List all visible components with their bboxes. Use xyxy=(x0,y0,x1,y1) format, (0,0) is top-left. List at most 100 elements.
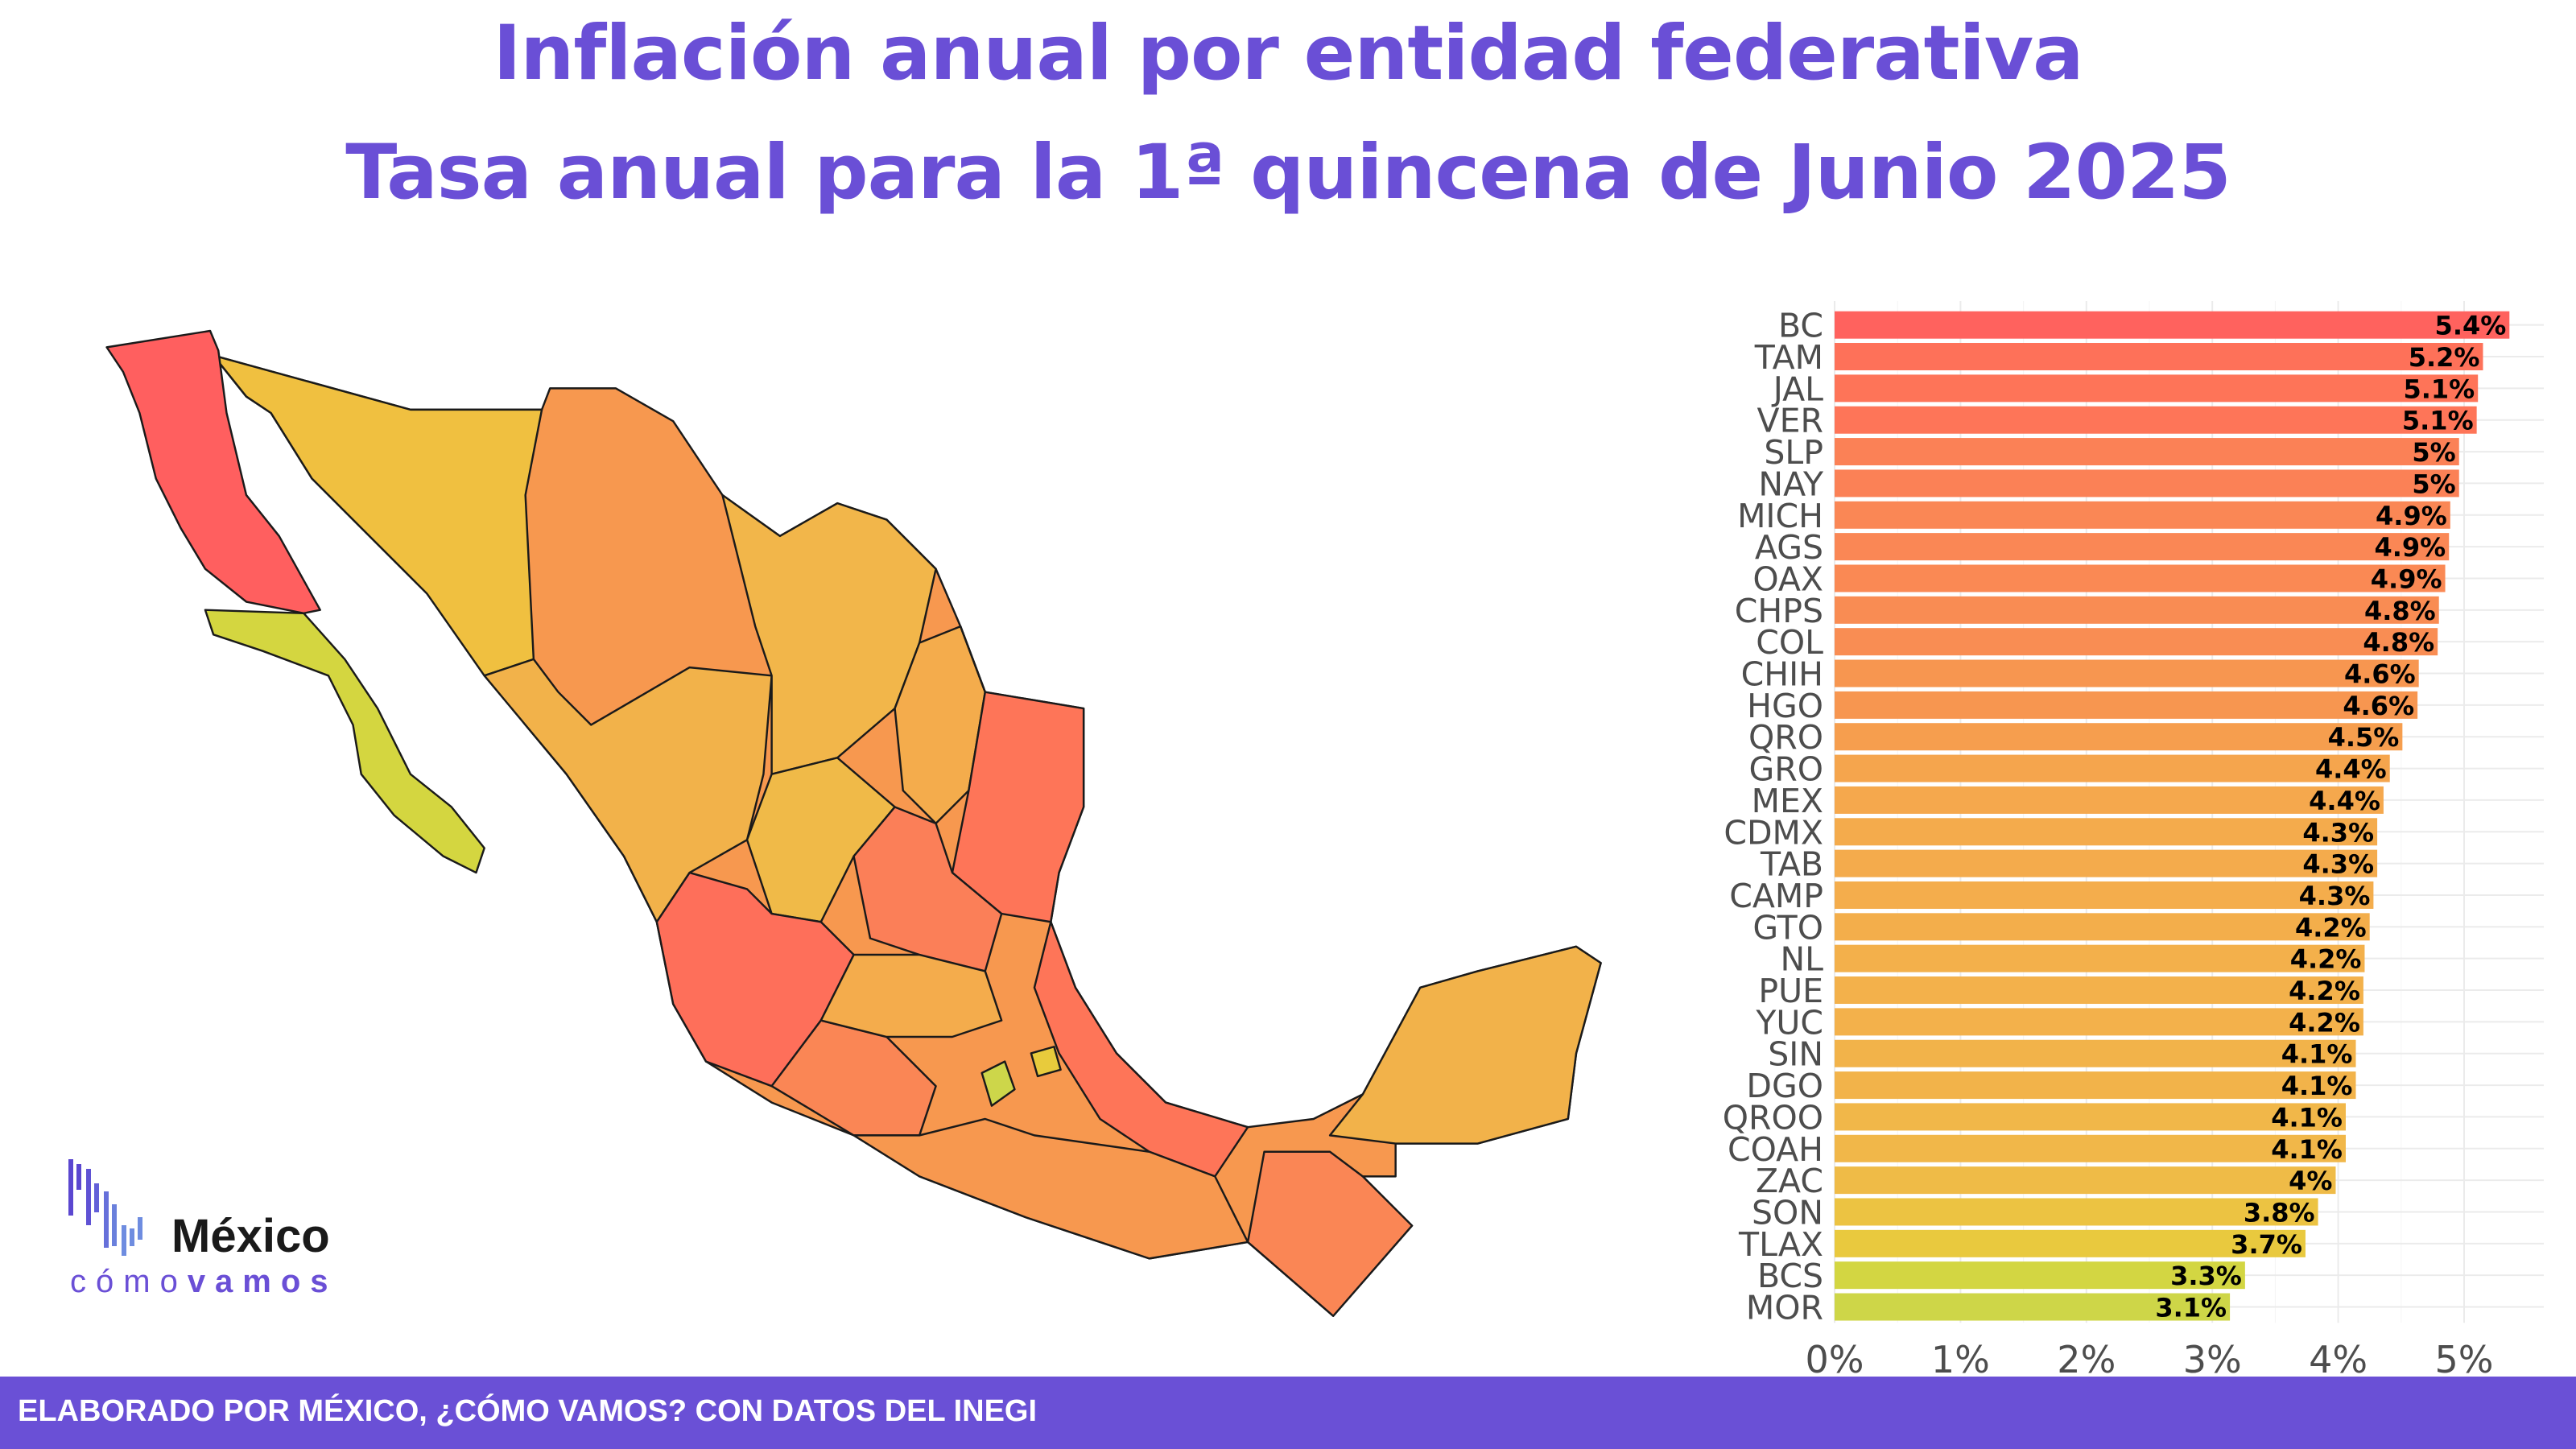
value-label: 5.2% xyxy=(2409,342,2480,373)
bar-dgo xyxy=(1835,1071,2356,1100)
map-state-gro-oax xyxy=(852,1117,1249,1260)
logo-bars-icon xyxy=(68,1159,142,1256)
bar-mich xyxy=(1835,501,2450,529)
value-label: 4.2% xyxy=(2290,944,2362,975)
mexico-como-vamos-logo: México cómovamos xyxy=(68,1159,358,1304)
category-label: COL xyxy=(1756,623,1823,662)
category-label: CDMX xyxy=(1724,813,1823,852)
category-label: OAX xyxy=(1752,559,1823,598)
bar-hgo xyxy=(1835,691,2418,719)
category-label: VER xyxy=(1757,402,1823,440)
x-tick-label: 4% xyxy=(2309,1338,2368,1377)
chart-subtitle: Tasa anual para la 1ª quincena de Junio … xyxy=(345,129,2231,217)
footer-banner: ELABORADO POR MÉXICO, ¿CÓMO VAMOS? CON D… xyxy=(0,1377,2576,1449)
value-label: 4.1% xyxy=(2281,1039,2353,1070)
x-tick-label: 0% xyxy=(1806,1338,1864,1377)
value-label: 4.2% xyxy=(2289,1007,2360,1038)
category-label: GTO xyxy=(1752,908,1823,947)
category-label: BC xyxy=(1778,307,1823,345)
bar-chps xyxy=(1835,596,2439,624)
bar-qro xyxy=(1835,723,2403,751)
category-label: ZAC xyxy=(1756,1162,1823,1200)
category-label: GRO xyxy=(1748,750,1823,789)
bar-ags xyxy=(1835,533,2450,561)
category-label: TAB xyxy=(1760,845,1823,884)
bar-zac xyxy=(1835,1166,2336,1195)
value-label: 5.1% xyxy=(2403,374,2475,404)
value-label: 4.1% xyxy=(2271,1102,2343,1133)
category-label: CAMP xyxy=(1729,877,1823,915)
chart-title: Inflación anual por entidad federativa xyxy=(493,10,2083,97)
bar-qroo xyxy=(1835,1103,2346,1131)
category-label: MOR xyxy=(1746,1289,1823,1327)
category-label: NL xyxy=(1780,940,1823,979)
map-state-tlax xyxy=(1030,1046,1062,1078)
bar-col xyxy=(1835,628,2438,656)
category-label: COAH xyxy=(1728,1130,1823,1169)
value-label: 3.7% xyxy=(2231,1229,2302,1260)
value-label: 4.6% xyxy=(2343,691,2414,721)
map-state-yucatan-peninsula xyxy=(1328,945,1602,1145)
value-label: 5.1% xyxy=(2402,406,2474,436)
category-label: PUE xyxy=(1758,972,1823,1010)
category-label: CHPS xyxy=(1735,592,1823,630)
category-label: SLP xyxy=(1764,433,1823,472)
mexico-choropleth-map xyxy=(105,329,1602,1317)
category-label: MEX xyxy=(1752,782,1823,820)
category-label: YUC xyxy=(1755,1003,1823,1042)
footer-credit: ELABORADO POR MÉXICO, ¿CÓMO VAMOS? CON D… xyxy=(18,1394,1038,1428)
x-tick-label: 5% xyxy=(2435,1338,2494,1377)
category-label: BCS xyxy=(1757,1257,1823,1295)
value-label: 4.8% xyxy=(2363,627,2434,658)
logo-tagline-light: cómo xyxy=(70,1264,188,1299)
category-label: DGO xyxy=(1746,1067,1823,1105)
bar-yuc xyxy=(1835,1008,2363,1036)
bar-bcs xyxy=(1835,1261,2245,1290)
chart-bars xyxy=(1835,311,2510,1321)
logo-tagline: cómovamos xyxy=(70,1264,338,1300)
value-label: 3.8% xyxy=(2244,1197,2315,1228)
inflation-bar-chart: BCTAMJALVERSLPNAYMICHAGSOAXCHPSCOLCHIHHG… xyxy=(1723,301,2544,1377)
category-label: SON xyxy=(1752,1193,1823,1232)
bar-tam xyxy=(1835,343,2483,371)
bar-nay xyxy=(1835,469,2459,497)
logo-brand: México xyxy=(171,1210,330,1262)
bar-bc xyxy=(1835,311,2510,339)
bar-oax xyxy=(1835,564,2446,592)
map-state-bcs xyxy=(204,609,485,874)
value-label: 4.4% xyxy=(2315,754,2387,785)
bar-slp xyxy=(1835,438,2459,466)
map-state-son xyxy=(212,354,543,677)
value-label: 4.1% xyxy=(2271,1134,2343,1165)
logo-tagline-bold: vamos xyxy=(187,1264,338,1299)
bar-ver xyxy=(1835,406,2477,434)
value-label: 4.2% xyxy=(2289,976,2360,1006)
value-label: 4.9% xyxy=(2371,564,2442,594)
bar-gro xyxy=(1835,754,2390,782)
category-label: AGS xyxy=(1755,528,1823,567)
value-label: 4.4% xyxy=(2309,786,2380,816)
category-label: TAM xyxy=(1754,338,1823,377)
value-label: 5.4% xyxy=(2435,311,2507,341)
bar-tlax xyxy=(1835,1229,2306,1257)
value-label: 4.3% xyxy=(2302,817,2374,848)
value-label: 5% xyxy=(2412,469,2455,499)
chart-value-labels: 5.4%5.2%5.1%5.1%5%5%4.9%4.9%4.9%4.8%4.8%… xyxy=(2155,311,2506,1323)
chart-category-labels: BCTAMJALVERSLPNAYMICHAGSOAXCHPSCOLCHIHHG… xyxy=(1723,307,1824,1327)
bar-mor xyxy=(1835,1293,2231,1321)
map-state-sin-dgo xyxy=(483,658,773,923)
x-tick-label: 2% xyxy=(2057,1338,2116,1377)
value-label: 4.6% xyxy=(2344,659,2416,690)
bar-tab xyxy=(1835,849,2378,877)
bar-pue xyxy=(1835,976,2363,1005)
bar-jal xyxy=(1835,374,2479,402)
chart-x-axis-ticks: 0% 1% 2% 3% 4% 5% xyxy=(1806,1338,2494,1377)
x-tick-label: 1% xyxy=(1931,1338,1990,1377)
map-state-bc xyxy=(105,329,321,615)
map-state-mor xyxy=(980,1060,1016,1107)
value-label: 4.2% xyxy=(2295,912,2367,943)
x-tick-label: 3% xyxy=(2183,1338,2242,1377)
value-label: 4.9% xyxy=(2376,501,2447,531)
bar-sin xyxy=(1835,1039,2356,1067)
value-label: 3.1% xyxy=(2155,1293,2227,1323)
